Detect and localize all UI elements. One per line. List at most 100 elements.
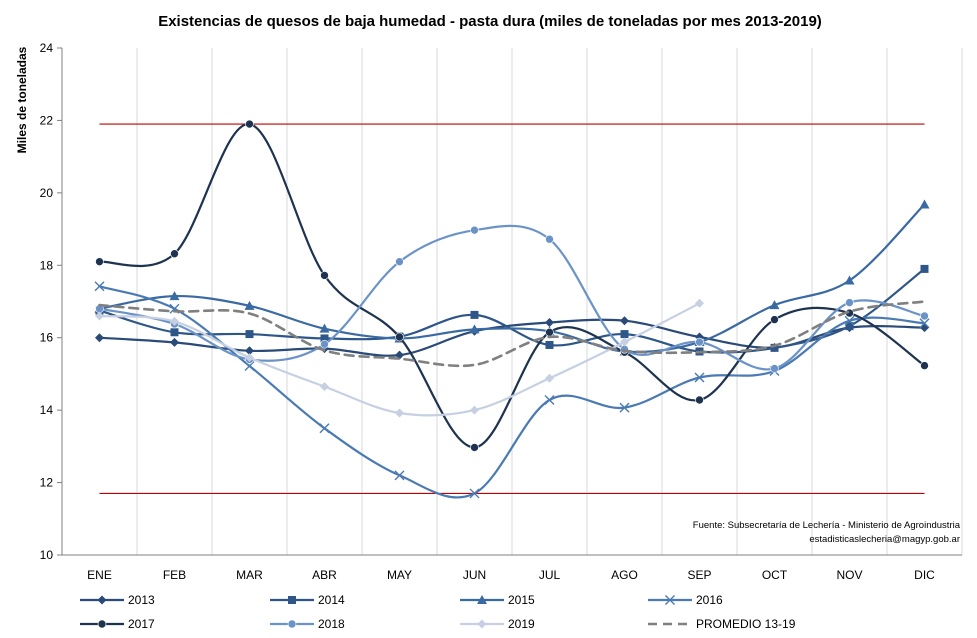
source-line-2: estadisticaslecheria@magyp.gob.ar: [809, 534, 960, 545]
series-2013-point-1: [170, 337, 179, 347]
series-promedio-13-19-line: [98, 300, 926, 368]
series-2018-point-10: [845, 298, 854, 307]
series-promedio-13-19: [98, 300, 926, 368]
series-2019-point-4: [395, 408, 404, 418]
x-tick-label-jun: JUN: [463, 568, 486, 582]
series-group: [94, 119, 930, 499]
series-2016-point-0: [94, 281, 105, 292]
series-2015-point-9: [769, 300, 780, 310]
legend-2016: 2016: [648, 593, 723, 607]
series-2014-point-11: [920, 264, 929, 273]
series-2017: [95, 119, 929, 452]
grid: [61, 48, 963, 555]
chart-title: Existencias de quesos de baja humedad - …: [158, 13, 822, 30]
x-tick-label-jul: JUL: [539, 568, 561, 582]
series-2013-point-11: [920, 323, 929, 333]
series-2014-point-7: [620, 330, 629, 339]
series-2014-point-9: [770, 343, 779, 352]
series-2019: [95, 298, 704, 418]
y-tick-label-18: 18: [40, 258, 54, 272]
legend-2017-marker: [97, 619, 107, 629]
y-axis-label: Miles de toneladas: [15, 46, 29, 153]
legend-2014-label: 2014: [318, 593, 345, 607]
x-tick-label-mar: MAR: [236, 568, 263, 582]
series-2017-point-8: [695, 395, 704, 405]
series-2017-point-6: [545, 327, 554, 337]
x-tick-label-sep: SEP: [687, 568, 711, 582]
series-2015-point-1: [169, 291, 180, 301]
series-2018-point-4: [395, 257, 404, 266]
series-2015-point-5: [469, 324, 480, 334]
series-2018-point-9: [770, 364, 779, 373]
series-2015-point-3: [319, 323, 330, 333]
legend-2016-label: 2016: [696, 593, 723, 607]
series-2018: [95, 224, 929, 373]
series-2013-point-7: [620, 316, 629, 326]
series-2019-point-5: [470, 405, 479, 415]
x-tick-label-abr: ABR: [312, 568, 337, 582]
y-tick-label-20: 20: [40, 186, 54, 200]
y-tick-label-24: 24: [40, 41, 54, 55]
series-2019-point-6: [545, 373, 554, 383]
legend-2014: 2014: [270, 593, 345, 607]
tick-labels: 10 12 14 16 18 20 22 24 ENE FEB MAR ABR MAY JUN JUL AGO…: [40, 41, 936, 582]
series-2018-point-8: [695, 337, 704, 347]
legend-promedio-13-19-label: PROMEDIO 13-19: [696, 617, 796, 631]
legend-2018-label: 2018: [318, 617, 345, 631]
series-2019-point-2: [245, 353, 254, 363]
source-line-1: Fuente: Subsecretaría de Lechería - Mini…: [693, 520, 961, 531]
series-2017-line: [98, 123, 926, 449]
series-2017-point-4: [395, 332, 404, 342]
y-tick-label-14: 14: [40, 403, 54, 417]
series-2019-point-1: [170, 316, 179, 326]
x-tick-label-nov: NOV: [836, 568, 862, 582]
legend-2015-label: 2015: [508, 593, 535, 607]
series-2016-point-5: [469, 488, 480, 499]
series-2019-point-0: [95, 311, 104, 321]
series-2017-point-5: [470, 443, 479, 452]
series-2014-point-5: [470, 310, 479, 319]
x-tick-label-feb: FEB: [163, 568, 186, 582]
x-tick-label-oct: OCT: [762, 568, 788, 582]
axes: [57, 47, 962, 556]
series-2017-point-1: [170, 249, 179, 258]
series-2018-point-6: [545, 234, 554, 244]
legend-2013-marker: [97, 595, 107, 605]
y-tick-label-22: 22: [40, 113, 54, 127]
series-2014-point-2: [245, 330, 254, 339]
legend-2014-marker: [288, 596, 296, 604]
series-2016-point-2: [244, 360, 255, 371]
legend-2015-marker: [477, 595, 487, 604]
legend-2019-label: 2019: [508, 617, 535, 631]
series-2015-point-10: [844, 275, 855, 285]
series-2019-point-3: [320, 382, 329, 392]
legend-2015: 2015: [460, 593, 535, 607]
series-2014-point-10: [845, 322, 854, 331]
series-2018-point-11: [920, 311, 929, 321]
series-2019-point-7: [620, 337, 629, 347]
series-2016-point-10: [844, 315, 855, 326]
series-2013-point-6: [545, 318, 554, 328]
y-tick-label-16: 16: [40, 331, 54, 345]
legend-2018-marker: [287, 619, 297, 629]
series-2015-point-2: [244, 300, 255, 310]
series-2017-point-11: [920, 361, 929, 370]
x-tick-label-dic: DIC: [914, 568, 935, 582]
series-2016-point-6: [544, 395, 555, 405]
series-2017-point-3: [320, 271, 329, 280]
legend-2016-marker: [665, 595, 675, 605]
series-2013-point-2: [245, 346, 254, 356]
legend-2018: 2018: [270, 617, 345, 631]
x-tick-label-ene: ENE: [87, 568, 112, 582]
reference-lines: [99, 123, 925, 495]
x-tick-label-may: MAY: [387, 568, 412, 582]
series-2016-point-7: [619, 402, 630, 413]
legend-2019-marker: [477, 619, 487, 629]
series-2016-point-11: [919, 318, 930, 329]
legend-2017: 2017: [80, 617, 155, 631]
series-2017-point-0: [95, 257, 104, 266]
legend: 2013 2014 2015 2016 2017 2018 2019 PROMEDIO 13-…: [80, 593, 796, 631]
series-2016-point-8: [694, 372, 705, 383]
series-2016-point-3: [319, 423, 330, 434]
series-2019-point-8: [695, 298, 704, 308]
